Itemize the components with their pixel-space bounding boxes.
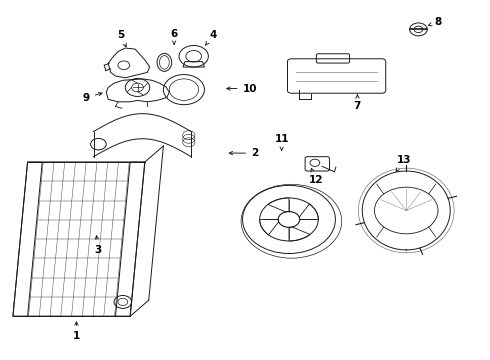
Text: 7: 7 bbox=[354, 95, 361, 112]
Text: 10: 10 bbox=[227, 84, 257, 94]
Text: 5: 5 bbox=[117, 30, 126, 47]
Text: 8: 8 bbox=[428, 17, 441, 27]
Text: 2: 2 bbox=[229, 148, 258, 158]
Text: 9: 9 bbox=[83, 93, 102, 103]
Text: 12: 12 bbox=[309, 168, 323, 185]
Text: 3: 3 bbox=[95, 236, 102, 255]
Text: 1: 1 bbox=[73, 322, 80, 341]
Text: 13: 13 bbox=[396, 155, 411, 171]
Text: 6: 6 bbox=[171, 29, 178, 45]
Text: 4: 4 bbox=[206, 30, 217, 45]
Text: 11: 11 bbox=[274, 134, 289, 150]
